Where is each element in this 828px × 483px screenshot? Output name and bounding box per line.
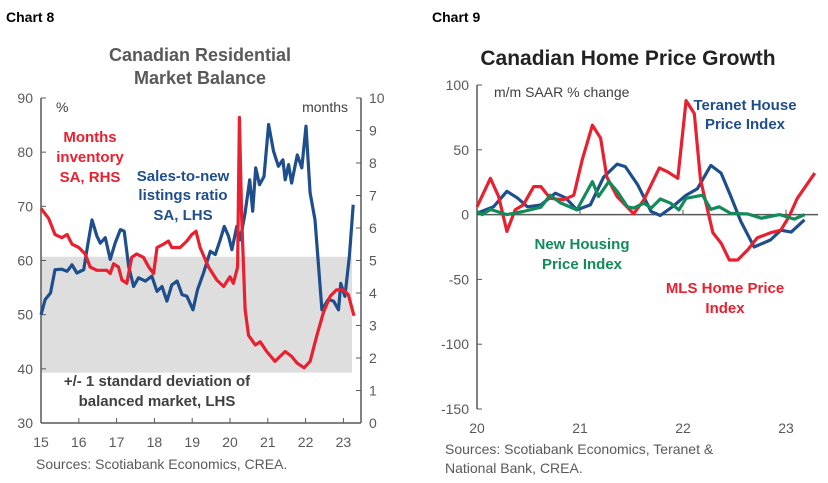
y-tick-label: 50 [453, 142, 469, 158]
left-tick-label: 40 [17, 361, 33, 377]
x-tick-label: 19 [184, 434, 200, 450]
chart-8: Chart 8 Canadian Residential Market Bala… [6, 9, 385, 472]
right-tick-label: 9 [369, 123, 377, 139]
x-tick-label: 16 [71, 434, 87, 450]
y-tick-label: -100 [441, 336, 469, 352]
series-line-blue [39, 122, 355, 316]
nhpi-label: New Housing Price Index [534, 236, 629, 273]
chart-9-title: Canadian Home Price Growth [480, 47, 775, 70]
y-tick-label: -150 [441, 401, 469, 417]
x-tick-label: 21 [260, 434, 276, 450]
svg-text:balanced market, LHS: balanced market, LHS [79, 393, 236, 410]
chart-9-series [475, 98, 817, 262]
mls-label: MLS Home Price Index [666, 280, 784, 317]
right-tick-label: 1 [369, 383, 377, 399]
right-unit-label: months [302, 99, 348, 115]
x-tick-label: 15 [33, 434, 49, 450]
left-tick-label: 80 [17, 144, 33, 160]
x-tick-label: 21 [572, 420, 588, 436]
x-tick-label: 23 [778, 420, 794, 436]
balanced-market-band [41, 256, 352, 373]
chart-9-label: Chart 9 [432, 9, 480, 25]
x-tick-label: 17 [109, 434, 125, 450]
chart-8-title-line2: Market Balance [134, 68, 266, 88]
svg-text:Teranet House: Teranet House [693, 97, 796, 114]
left-tick-label: 70 [17, 198, 33, 214]
chart-8-source: Sources: Scotiabank Economics, CREA. [36, 456, 287, 472]
x-tick-label: 18 [147, 434, 163, 450]
right-tick-label: 6 [369, 220, 377, 236]
chart-9: Chart 9 Canadian Home Price Growth -150-… [432, 9, 818, 476]
months-inventory-label: Months inventory SA, RHS [56, 129, 124, 186]
y-tick-label: 100 [446, 77, 470, 93]
right-tick-label: 5 [369, 253, 377, 269]
left-tick-label: 90 [17, 90, 33, 106]
chart-8-label: Chart 8 [6, 9, 54, 25]
svg-text:SA, RHS: SA, RHS [60, 169, 121, 186]
chart-9-ylabel: m/m SAAR % change [494, 84, 630, 100]
sales-to-new-listings-label: Sales-to-new listings ratio SA, LHS [137, 168, 230, 224]
chart-8-title-line1: Canadian Residential [109, 45, 291, 65]
x-tick-label: 22 [298, 434, 314, 450]
chart-9-source-line1: Sources: Scotiabank Economics, Teranet & [445, 441, 714, 457]
series-line-red [39, 115, 356, 370]
svg-text:SA, LHS: SA, LHS [153, 207, 212, 224]
svg-text:Months: Months [63, 129, 116, 146]
svg-text:Price Index: Price Index [705, 116, 786, 133]
left-tick-label: 30 [17, 415, 33, 431]
chart-9-source-line2: National Bank, CREA. [445, 460, 583, 476]
svg-text:MLS Home Price: MLS Home Price [666, 280, 784, 297]
svg-text:+/- 1 standard deviation of: +/- 1 standard deviation of [64, 373, 251, 390]
teranet-label: Teranet House Price Index [693, 97, 796, 133]
right-tick-label: 10 [369, 90, 385, 106]
right-tick-label: 2 [369, 350, 377, 366]
svg-text:Index: Index [705, 300, 745, 317]
right-tick-label: 0 [369, 415, 377, 431]
svg-text:New Housing: New Housing [534, 236, 629, 253]
x-tick-label: 20 [469, 420, 485, 436]
right-tick-label: 7 [369, 188, 377, 204]
chart-9-axes: -150 -100 -50 0 50 100 20 21 22 23 [441, 77, 818, 436]
y-tick-label: 0 [461, 207, 469, 223]
x-tick-label: 20 [222, 434, 238, 450]
left-tick-label: 50 [17, 307, 33, 323]
y-tick-label: -50 [449, 271, 469, 287]
left-tick-label: 60 [17, 253, 33, 269]
x-tick-label: 22 [675, 420, 691, 436]
svg-text:Price Index: Price Index [542, 256, 623, 273]
right-tick-label: 4 [369, 285, 377, 301]
svg-text:inventory: inventory [56, 149, 124, 166]
series-line-red [475, 98, 817, 262]
series-line-green [476, 180, 806, 221]
x-tick-label: 23 [336, 434, 352, 450]
band-label: +/- 1 standard deviation of balanced mar… [64, 373, 251, 410]
left-unit-label: % [56, 99, 68, 115]
svg-text:listings ratio: listings ratio [138, 187, 227, 204]
chart-8-series [39, 115, 356, 370]
svg-text:Sales-to-new: Sales-to-new [137, 168, 230, 185]
right-tick-label: 8 [369, 155, 377, 171]
right-tick-label: 3 [369, 318, 377, 334]
